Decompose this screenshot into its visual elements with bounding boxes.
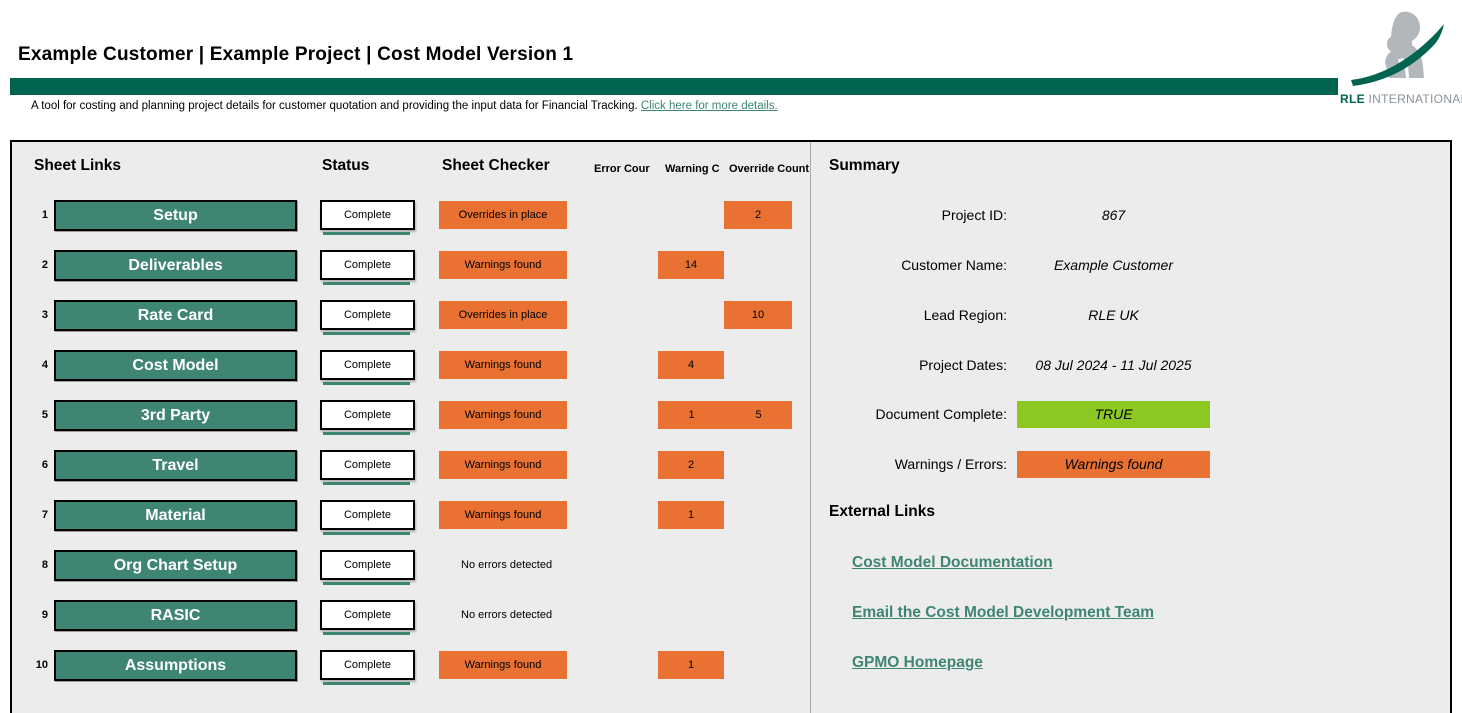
status-button-3rd-party[interactable]: Complete [320,400,415,435]
status-button-rate-card[interactable]: Complete [320,300,415,335]
sheet-link-3rd-party[interactable]: 3rd Party [54,400,297,431]
summary-label: Document Complete: [875,406,1007,422]
warning-count-heading: Warning C [665,163,720,175]
row-number: 9 [41,609,48,621]
summary-label: Project Dates: [919,357,1007,373]
override-count-value: 5 [755,409,762,421]
header-divider-bar [10,78,1338,95]
email-dev-team-link[interactable]: Email the Cost Model Development Team [852,604,1155,621]
cost-model-documentation-link[interactable]: Cost Model Documentation [852,554,1053,571]
warning-count-badge: 1 [658,501,724,529]
subtitle: A tool for costing and planning project … [31,100,778,112]
summary-label: Warnings / Errors: [894,456,1007,472]
row-number: 7 [41,509,48,521]
status-button-rasic[interactable]: Complete [320,600,415,635]
sheet-checker-text: No errors detected [461,609,553,621]
override-count-heading: Override Count [729,163,810,175]
summary-heading: Summary [829,157,900,174]
row-number: 2 [41,259,48,271]
gpmo-homepage-link[interactable]: GPMO Homepage [852,654,983,671]
sheet-checker-badge: Overrides in place [439,301,567,329]
sheet-link-rate-card[interactable]: Rate Card [54,300,297,331]
summary-label: Lead Region: [923,307,1007,323]
sheet-link-org-chart-setup[interactable]: Org Chart Setup [54,550,297,581]
page-title: Example Customer | Example Project | Cos… [18,44,574,65]
override-count-badge: 10 [724,301,792,329]
sheet-checker-badge: Warnings found [439,351,567,379]
logo-wordmark: RLE INTERNATIONAL [1340,92,1462,106]
main-panel: Sheet Links Status Sheet Checker Error C… [10,140,1452,713]
external-links-heading: External Links [829,503,935,520]
summary-label: Customer Name: [901,257,1007,273]
thinker-silhouette-icon [1351,11,1444,86]
rle-logo: RLE INTERNATIONAL [1340,8,1462,110]
sheet-link-assumptions[interactable]: Assumptions [54,650,297,681]
status-button-deliverables[interactable]: Complete [320,250,415,285]
sheet-checker-badge: Warnings found [439,451,567,479]
row-number: 6 [41,459,48,471]
row-number: 3 [41,309,48,321]
warning-count-value: 1 [688,409,695,421]
status-button-assumptions[interactable]: Complete [320,650,415,685]
sheet-links-heading: Sheet Links [34,157,121,174]
row-number: 10 [35,659,48,671]
override-count-badge: 2 [724,201,792,229]
status-button-travel[interactable]: Complete [320,450,415,485]
status-button-setup[interactable]: Complete [320,200,415,235]
row-number: 1 [41,209,48,221]
warning-override-count-badge: 1 5 [658,401,792,429]
project-id-value: 867 [1101,207,1126,223]
summary-label: Project ID: [941,207,1007,223]
lead-region-value: RLE UK [1088,307,1139,323]
sheet-checker-badge: Overrides in place [439,201,567,229]
panel-divider [810,142,811,713]
warning-count-badge: 14 [658,251,724,279]
status-heading: Status [322,157,370,174]
error-count-heading: Error Cour [594,163,650,175]
sheet-checker-badge: Warnings found [439,651,567,679]
status-button-cost-model[interactable]: Complete [320,350,415,385]
row-number: 5 [41,409,48,421]
project-dates-value: 08 Jul 2024 - 11 Jul 2025 [1035,357,1192,373]
warning-count-badge: 2 [658,451,724,479]
sheet-link-rasic[interactable]: RASIC [54,600,297,631]
row-number: 8 [41,559,48,571]
sheet-checker-badge: Warnings found [439,501,567,529]
sheet-link-deliverables[interactable]: Deliverables [54,250,297,281]
sheet-checker-heading: Sheet Checker [442,157,550,174]
warnings-errors-badge: Warnings found [1017,451,1210,478]
sheet-checker-text: No errors detected [461,559,553,571]
status-button-org-chart-setup[interactable]: Complete [320,550,415,585]
more-details-link[interactable]: Click here for more details. [640,100,778,112]
sheet-checker-badge: Warnings found [439,401,567,429]
sheet-link-cost-model[interactable]: Cost Model [54,350,297,381]
sheet-checker-badge: Warnings found [439,251,567,279]
customer-name-value: Example Customer [1053,257,1174,273]
sheet-link-material[interactable]: Material [54,500,297,531]
document-complete-badge: TRUE [1017,401,1210,428]
row-number: 4 [41,359,48,371]
warning-count-badge: 4 [658,351,724,379]
sheet-link-travel[interactable]: Travel [54,450,297,481]
sheet-link-setup[interactable]: Setup [54,200,297,231]
subtitle-text: A tool for costing and planning project … [31,100,638,112]
status-button-material[interactable]: Complete [320,500,415,535]
warning-count-badge: 1 [658,651,724,679]
